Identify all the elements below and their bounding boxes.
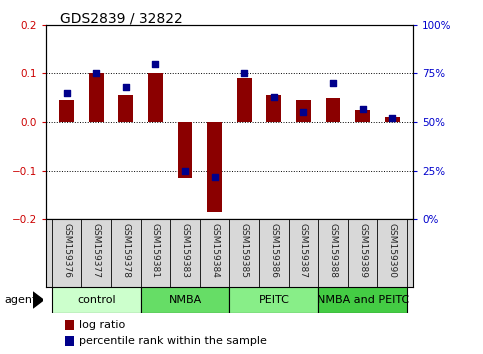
Point xyxy=(92,70,100,76)
Text: percentile rank within the sample: percentile rank within the sample xyxy=(79,336,267,346)
Text: GSM159378: GSM159378 xyxy=(121,223,130,278)
Bar xyxy=(118,95,133,122)
Point xyxy=(152,61,159,67)
Bar xyxy=(141,287,229,313)
Bar xyxy=(229,287,318,313)
Text: log ratio: log ratio xyxy=(79,320,125,330)
Text: GSM159390: GSM159390 xyxy=(388,223,397,278)
Text: PEITC: PEITC xyxy=(258,295,289,305)
Text: GSM159389: GSM159389 xyxy=(358,223,367,278)
Text: GSM159387: GSM159387 xyxy=(299,223,308,278)
Point xyxy=(329,80,337,86)
Bar xyxy=(148,73,163,122)
Point xyxy=(359,105,367,111)
Point xyxy=(299,110,307,115)
Point xyxy=(270,94,278,100)
Point xyxy=(388,115,396,121)
Bar xyxy=(178,122,192,178)
Text: GSM159385: GSM159385 xyxy=(240,223,249,278)
Text: control: control xyxy=(77,295,115,305)
Bar xyxy=(296,100,311,122)
Text: GSM159388: GSM159388 xyxy=(328,223,338,278)
Text: NMBA: NMBA xyxy=(169,295,201,305)
Text: GSM159377: GSM159377 xyxy=(92,223,101,278)
Bar xyxy=(355,110,370,122)
Bar xyxy=(52,287,141,313)
Text: GSM159386: GSM159386 xyxy=(270,223,278,278)
Text: GSM159376: GSM159376 xyxy=(62,223,71,278)
Bar xyxy=(207,122,222,212)
Bar xyxy=(89,73,104,122)
Point xyxy=(122,84,129,90)
Bar xyxy=(385,117,399,122)
Bar xyxy=(267,95,281,122)
Bar xyxy=(59,100,74,122)
Text: agent: agent xyxy=(5,295,37,305)
Bar xyxy=(237,78,252,122)
Text: GSM159384: GSM159384 xyxy=(210,223,219,278)
Bar xyxy=(326,98,341,122)
Bar xyxy=(318,287,407,313)
Text: GSM159383: GSM159383 xyxy=(181,223,189,278)
Polygon shape xyxy=(33,292,43,308)
Point xyxy=(211,174,218,179)
Text: GDS2839 / 32822: GDS2839 / 32822 xyxy=(60,11,183,25)
Text: NMBA and PEITC: NMBA and PEITC xyxy=(316,295,409,305)
Point xyxy=(181,168,189,174)
Point xyxy=(241,70,248,76)
Text: GSM159381: GSM159381 xyxy=(151,223,160,278)
Point xyxy=(63,90,71,96)
